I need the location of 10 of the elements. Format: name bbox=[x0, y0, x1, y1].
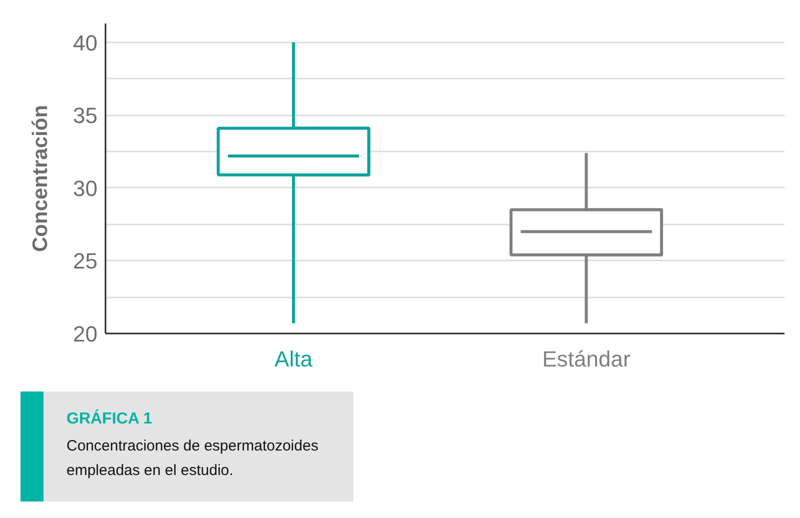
y-tick-label: 20 bbox=[73, 322, 98, 346]
y-axis-title: Concentración bbox=[29, 104, 52, 252]
text: Concentraciones de espermatozoides empleadas en el estudio. bbox=[66, 438, 318, 480]
y-tick-label: 25 bbox=[73, 248, 98, 274]
x-tick-label: Alta bbox=[274, 346, 314, 372]
x-tick-label: Estándar bbox=[542, 346, 630, 372]
y-tick-label: 30 bbox=[73, 176, 98, 201]
text: GRÁFICA 1 bbox=[66, 408, 152, 428]
y-tick-label: 35 bbox=[73, 103, 98, 128]
y-tick-label: 40 bbox=[73, 30, 98, 56]
